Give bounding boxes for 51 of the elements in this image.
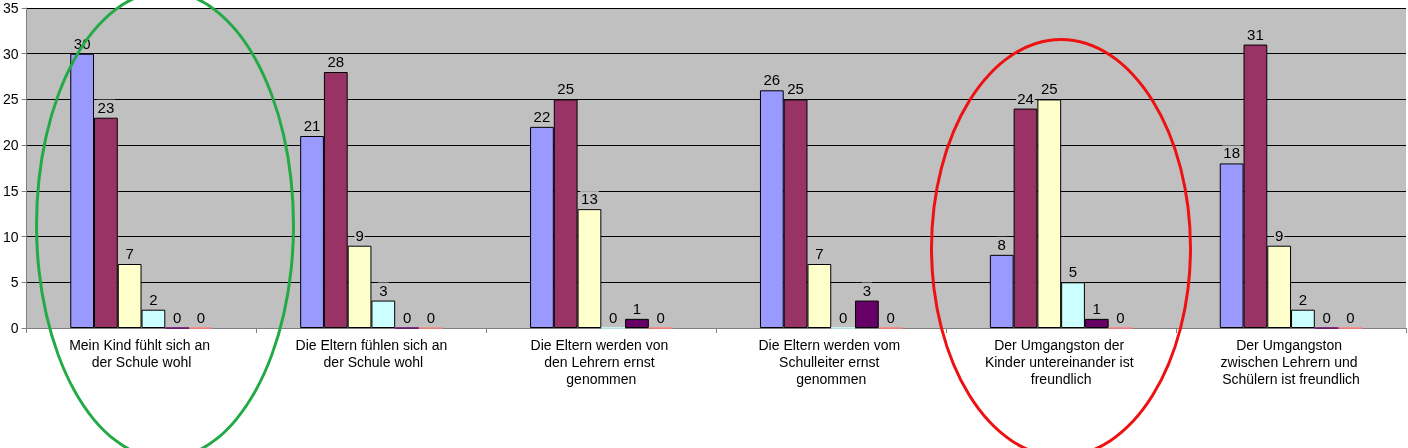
y-tick-label: 10	[2, 228, 19, 245]
data-label: 7	[125, 245, 134, 262]
data-label: 2	[1298, 290, 1308, 308]
data-label: 0	[1322, 308, 1331, 326]
x-tick-label: Die Eltern fühlen sich an der Schule wohl	[295, 336, 448, 370]
data-label: 0	[1116, 308, 1125, 326]
data-label: 24	[1017, 89, 1034, 107]
data-label: 25	[557, 80, 575, 98]
data-label: 13	[581, 190, 598, 208]
y-tick-label: 35	[2, 0, 19, 16]
data-label: 31	[1247, 25, 1264, 43]
x-tick-label: Die Eltern werden vom Schulleiter ernst genommen	[758, 336, 904, 387]
data-label: 1	[632, 299, 642, 317]
bar	[625, 318, 649, 328]
x-tick-label: Mein Kind fühlt sich an der Schule wohl	[69, 336, 214, 370]
x-tick-label: Die Eltern werden von den Lehrern ernst genommen	[530, 336, 673, 387]
data-label: 22	[533, 107, 551, 125]
data-label: 0	[609, 308, 618, 326]
data-label: 9	[1275, 226, 1284, 244]
data-label: 18	[1223, 144, 1240, 162]
data-label: 5	[1068, 263, 1078, 281]
data-label: 25	[1040, 80, 1058, 98]
bar	[855, 300, 879, 328]
data-label: 2	[149, 290, 158, 308]
data-label: 0	[1346, 308, 1355, 326]
data-label: 0	[656, 308, 665, 326]
data-label: 1	[1092, 299, 1101, 317]
data-label: 7	[815, 245, 824, 262]
data-label: 0	[172, 308, 182, 326]
data-label: 0	[886, 308, 895, 326]
data-label: 23	[97, 98, 115, 116]
data-label: 25	[787, 80, 804, 98]
y-tick-label: 15	[2, 182, 19, 199]
data-label: 3	[379, 281, 388, 299]
x-tick-label: Der Umgangston der Kinder untereinander ist freundlich	[984, 336, 1138, 387]
y-tick-label: 30	[2, 45, 19, 62]
data-label: 21	[303, 117, 321, 134]
data-label: 0	[196, 308, 206, 326]
y-tick-label: 25	[2, 91, 19, 108]
x-tick-label: Der Umgangston zwischen Lehrern und Schülern ist freundlich	[1220, 336, 1362, 387]
data-label: 0	[838, 308, 848, 326]
data-label: 0	[402, 308, 412, 326]
data-label: 26	[763, 71, 781, 89]
y-tick-label: 0	[10, 320, 19, 336]
data-label: 28	[327, 53, 345, 70]
data-label: 9	[355, 226, 364, 244]
data-label: 0	[426, 308, 435, 326]
y-tick-label: 20	[2, 137, 19, 154]
data-label: 3	[862, 281, 872, 299]
y-tick-label: 5	[10, 274, 19, 291]
data-label: 8	[997, 235, 1006, 253]
